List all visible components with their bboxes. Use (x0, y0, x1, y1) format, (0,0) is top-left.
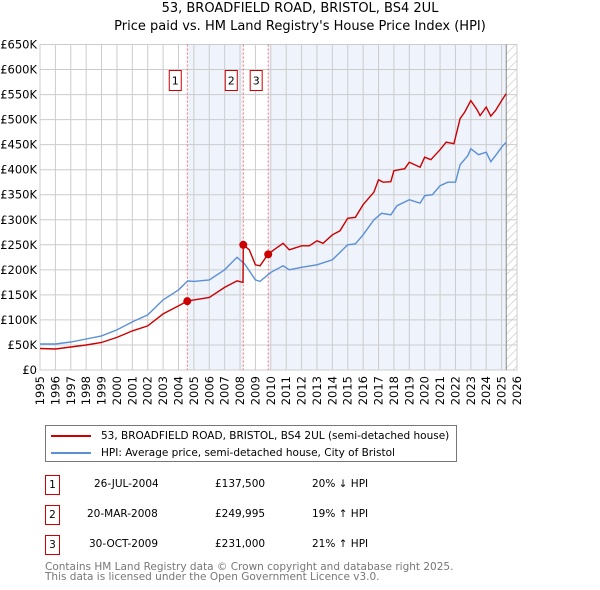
y-tick-label: £300K (0, 213, 37, 227)
y-tick-label: £650K (0, 38, 37, 52)
chart-subtitle: Price paid vs. HM Land Registry's House … (114, 19, 486, 34)
footer-copyright: Contains HM Land Registry data © Crown c… (45, 561, 454, 573)
x-tick-label: 2004 (171, 376, 185, 405)
transaction-date: 20-MAR-2008 (87, 508, 158, 520)
legend-item-property: 53, BROADFIELD ROAD, BRISTOL, BS4 2UL (s… (51, 429, 449, 443)
y-tick-label: £600K (0, 63, 37, 77)
price-chart: £0 £50K £100K £150K £200K £250K £300K £350K £400… (0, 38, 524, 406)
transaction-number: 1 (45, 475, 60, 495)
sale-point (264, 250, 273, 259)
x-tick-label: 2009 (248, 376, 262, 405)
ownership-shade-1 (187, 44, 244, 370)
y-tick-label: £200K (0, 263, 37, 277)
chart-title: 53, BROADFIELD ROAD, BRISTOL, BS4 2UL (161, 1, 439, 16)
x-tick-label: 2007 (218, 376, 232, 405)
x-tick-label: 2021 (433, 376, 447, 405)
sale-point (183, 297, 192, 306)
sale-point (239, 240, 248, 249)
x-tick-label: 2010 (264, 376, 278, 405)
y-tick-label: £400K (0, 163, 37, 177)
x-tick-label: 2002 (141, 376, 155, 405)
x-tick-label: 2019 (402, 376, 416, 405)
x-tick-label: 2008 (233, 376, 247, 405)
footer: Contains HM Land Registry data © Crown c… (45, 561, 454, 583)
x-tick-label: 2024 (479, 376, 493, 405)
x-tick-label: 2013 (310, 376, 324, 405)
y-tick-label: £350K (0, 188, 37, 202)
y-tick-label: £150K (0, 288, 37, 302)
x-tick-label: 2003 (156, 376, 170, 405)
sale-label-box (224, 70, 238, 91)
y-tick-label: £250K (0, 238, 37, 252)
legend-item-hpi: HPI: Average price, semi-detached house,… (51, 446, 395, 460)
x-tick-label: 2014 (325, 376, 339, 405)
transaction-price: £231,000 (215, 538, 266, 550)
x-tick-label: 2025 (495, 376, 509, 405)
sale-label-number: 3 (253, 75, 260, 88)
legend-label-property: 53, BROADFIELD ROAD, BRISTOL, BS4 2UL (s… (101, 430, 450, 442)
x-tick-label: 2022 (448, 376, 462, 405)
x-tick-label: 1997 (64, 376, 78, 405)
y-tick-label: £450K (0, 138, 37, 152)
red-line-swatch (51, 435, 91, 437)
y-tick-label: £0 (22, 363, 37, 377)
x-tick-label: 2017 (372, 376, 386, 405)
ownership-shade-2 (268, 44, 507, 370)
forecast-hatch (506, 44, 517, 370)
sale-label-number: 2 (228, 75, 235, 88)
x-tick-label: 1995 (33, 376, 47, 405)
y-tick-label: £500K (0, 113, 37, 127)
plot-border (39, 44, 518, 371)
hpi-line (40, 141, 507, 345)
transaction-hpi: 19% ↑ HPI (312, 508, 369, 520)
y-tick-label: £100K (0, 313, 37, 327)
x-tick-label: 2016 (356, 376, 370, 405)
legend: 53, BROADFIELD ROAD, BRISTOL, BS4 2UL (s… (45, 425, 457, 462)
blue-line-swatch (51, 452, 91, 454)
x-tick-label: 1998 (79, 376, 93, 405)
transaction-hpi: 20% ↓ HPI (312, 478, 369, 490)
x-tick-label: 2012 (295, 376, 309, 405)
transaction-price: £249,995 (215, 508, 266, 520)
sale-label-box (249, 70, 263, 91)
x-tick-label: 2005 (187, 376, 201, 405)
x-tick-label: 2000 (110, 376, 124, 405)
x-tick-label: 2026 (510, 376, 524, 405)
transaction-number: 2 (45, 505, 60, 525)
sale-label-number: 1 (172, 75, 179, 88)
x-tick-label: 2001 (125, 376, 139, 405)
x-tick-label: 1999 (95, 376, 109, 405)
x-tick-label: 2006 (202, 376, 216, 405)
y-tick-label: £550K (0, 88, 37, 102)
x-tick-label: 2018 (387, 376, 401, 405)
legend-label-hpi: HPI: Average price, semi-detached house,… (101, 447, 395, 459)
sale-label-box (168, 70, 182, 91)
transaction-price: £137,500 (215, 478, 266, 490)
x-tick-label: 1996 (48, 376, 62, 405)
x-tick-label: 2023 (464, 376, 478, 405)
property-price-line (39, 93, 507, 350)
transaction-hpi: 21% ↑ HPI (312, 538, 369, 550)
x-tick-label: 2015 (341, 376, 355, 405)
x-tick-label: 2011 (279, 376, 293, 405)
y-tick-label: £50K (8, 338, 38, 352)
transaction-number: 3 (45, 535, 60, 555)
footer-licence: This data is licensed under the Open Gov… (45, 571, 380, 583)
transaction-date: 26-JUL-2004 (94, 478, 159, 490)
transaction-date: 30-OCT-2009 (89, 538, 158, 550)
x-tick-label: 2020 (418, 376, 432, 405)
